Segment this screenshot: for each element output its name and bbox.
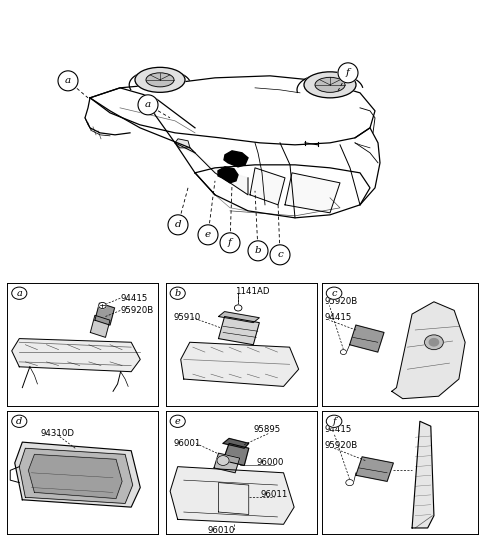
Polygon shape bbox=[170, 467, 294, 524]
Polygon shape bbox=[349, 325, 384, 352]
Ellipse shape bbox=[146, 73, 174, 87]
Polygon shape bbox=[223, 438, 249, 448]
Text: b: b bbox=[175, 289, 181, 298]
Circle shape bbox=[429, 338, 439, 346]
Text: 1141AD: 1141AD bbox=[235, 287, 270, 296]
Text: 94415: 94415 bbox=[325, 313, 352, 322]
Text: f: f bbox=[332, 417, 336, 426]
Ellipse shape bbox=[315, 77, 345, 92]
Polygon shape bbox=[223, 444, 249, 465]
Text: 96011: 96011 bbox=[261, 490, 288, 499]
Text: f: f bbox=[346, 68, 350, 77]
Circle shape bbox=[234, 305, 242, 311]
Text: 96010: 96010 bbox=[208, 526, 235, 535]
Ellipse shape bbox=[135, 68, 185, 92]
Circle shape bbox=[58, 71, 78, 91]
Text: d: d bbox=[175, 220, 181, 229]
Text: a: a bbox=[16, 289, 22, 298]
Polygon shape bbox=[15, 442, 140, 507]
Text: 94310D: 94310D bbox=[40, 429, 74, 438]
Text: 95910: 95910 bbox=[173, 313, 201, 322]
Polygon shape bbox=[392, 302, 465, 399]
Text: a: a bbox=[145, 100, 151, 110]
Polygon shape bbox=[28, 455, 122, 499]
Polygon shape bbox=[218, 312, 259, 323]
Ellipse shape bbox=[304, 72, 356, 98]
Text: e: e bbox=[175, 417, 180, 426]
Text: a: a bbox=[65, 76, 71, 86]
Polygon shape bbox=[250, 168, 285, 205]
Text: b: b bbox=[255, 246, 261, 256]
Circle shape bbox=[326, 287, 342, 299]
Circle shape bbox=[326, 415, 342, 427]
Polygon shape bbox=[218, 167, 238, 183]
Circle shape bbox=[138, 95, 158, 115]
Circle shape bbox=[220, 233, 240, 253]
Text: 95920B: 95920B bbox=[325, 441, 358, 450]
Circle shape bbox=[424, 335, 444, 350]
Circle shape bbox=[170, 415, 185, 427]
Circle shape bbox=[12, 415, 27, 427]
Text: 96001: 96001 bbox=[173, 439, 201, 448]
Circle shape bbox=[12, 287, 27, 299]
Circle shape bbox=[346, 480, 354, 486]
Circle shape bbox=[99, 302, 106, 308]
Text: 95920B: 95920B bbox=[325, 297, 358, 306]
Polygon shape bbox=[214, 453, 240, 473]
Polygon shape bbox=[218, 317, 259, 345]
Circle shape bbox=[217, 456, 229, 465]
Polygon shape bbox=[180, 342, 299, 386]
Polygon shape bbox=[175, 143, 248, 195]
Text: 94415: 94415 bbox=[325, 425, 352, 434]
Polygon shape bbox=[95, 303, 115, 325]
Text: d: d bbox=[16, 417, 23, 426]
Polygon shape bbox=[175, 139, 190, 148]
Polygon shape bbox=[412, 421, 434, 528]
Polygon shape bbox=[224, 151, 248, 167]
Circle shape bbox=[338, 63, 358, 83]
Text: 95895: 95895 bbox=[253, 425, 280, 434]
Polygon shape bbox=[90, 315, 110, 337]
Circle shape bbox=[340, 350, 347, 355]
Circle shape bbox=[248, 241, 268, 261]
Text: f: f bbox=[228, 238, 232, 247]
Text: 94415: 94415 bbox=[120, 294, 148, 302]
Circle shape bbox=[198, 225, 218, 245]
Circle shape bbox=[168, 215, 188, 235]
Circle shape bbox=[270, 245, 290, 265]
Text: c: c bbox=[331, 289, 337, 298]
Text: 95920B: 95920B bbox=[120, 306, 154, 315]
Polygon shape bbox=[285, 173, 340, 213]
Text: 96000: 96000 bbox=[256, 458, 284, 468]
Polygon shape bbox=[356, 457, 394, 481]
Text: e: e bbox=[205, 231, 211, 239]
Circle shape bbox=[170, 287, 185, 299]
Polygon shape bbox=[12, 338, 140, 372]
Text: c: c bbox=[277, 250, 283, 259]
Polygon shape bbox=[19, 448, 132, 504]
